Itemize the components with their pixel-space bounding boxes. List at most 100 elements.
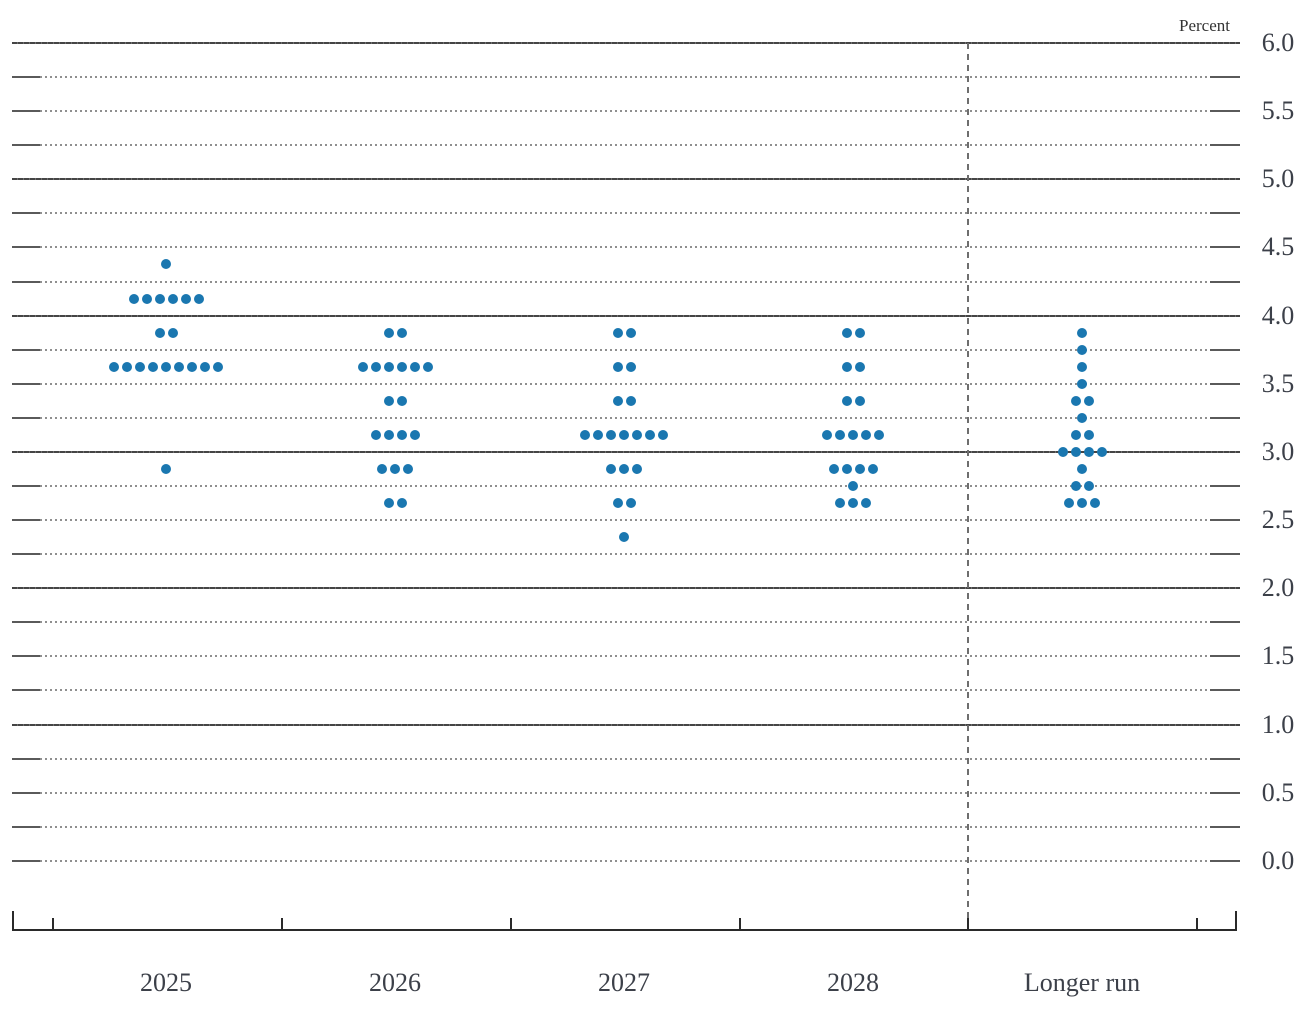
projection-dot xyxy=(632,429,642,440)
projection-dot xyxy=(867,463,878,474)
projection-dot xyxy=(1070,480,1081,491)
x-axis-tick xyxy=(1196,918,1198,931)
projection-dot xyxy=(874,429,884,440)
projection-dot xyxy=(854,327,865,338)
projection-dot xyxy=(383,327,394,338)
projection-dot xyxy=(593,429,603,440)
projection-dot xyxy=(396,429,407,440)
projection-dot xyxy=(848,480,858,491)
projection-dot xyxy=(625,327,636,338)
projection-dot xyxy=(383,498,394,508)
gridline-3.75 xyxy=(12,348,1240,351)
projection-dot xyxy=(828,463,839,474)
y-tick-label-6.0: 6.0 xyxy=(1261,28,1295,57)
projection-dot xyxy=(187,361,197,372)
projection-dot xyxy=(161,361,171,372)
y-tick-label-0.5: 0.5 xyxy=(1261,777,1295,807)
projection-dot xyxy=(122,361,132,372)
projection-dot xyxy=(854,395,865,406)
x-category-label-2025: 2025 xyxy=(140,968,192,997)
gridline-4.00 xyxy=(12,314,1240,317)
projection-dot xyxy=(109,361,119,372)
projection-dot xyxy=(861,498,871,508)
x-axis-tick xyxy=(510,918,512,931)
projection-dot xyxy=(154,327,165,338)
gridline-4.75 xyxy=(12,212,1240,215)
projection-dot xyxy=(1077,344,1087,355)
projection-dot xyxy=(606,429,616,440)
y-tick-label-3.5: 3.5 xyxy=(1261,368,1295,398)
projection-dot xyxy=(180,293,191,304)
gridline-5.75 xyxy=(12,76,1240,79)
y-tick-label-5.5: 5.5 xyxy=(1261,96,1295,126)
gridline-3.25 xyxy=(12,416,1240,419)
gridline-6.00 xyxy=(12,42,1240,44)
projection-dot xyxy=(396,498,407,508)
gridline-4.50 xyxy=(12,246,1240,249)
x-axis-tick xyxy=(967,918,969,931)
x-axis-tick xyxy=(281,918,283,931)
y-tick-label-4.0: 4.0 xyxy=(1261,300,1295,330)
projection-dot xyxy=(370,361,381,372)
y-axis-unit-label: Percent xyxy=(1179,16,1230,35)
projection-dot xyxy=(161,463,171,474)
gridline-2.00 xyxy=(12,587,1240,590)
projection-dot xyxy=(357,361,368,372)
gridline-0.25 xyxy=(12,825,1240,828)
projection-dot xyxy=(1077,463,1087,474)
projection-dot xyxy=(1077,412,1087,423)
projection-dot xyxy=(370,429,381,440)
projection-dot xyxy=(612,395,623,406)
projection-dot xyxy=(841,395,852,406)
projection-dot xyxy=(645,429,655,440)
projection-dot xyxy=(861,429,871,440)
projection-dot xyxy=(409,429,420,440)
x-category-label-longer-run: Longer run xyxy=(1023,968,1141,997)
projection-dot xyxy=(625,498,636,508)
gridline-5.50 xyxy=(12,110,1240,113)
projection-dot xyxy=(612,498,623,508)
projection-dot xyxy=(403,463,413,474)
y-tick-label-4.5: 4.5 xyxy=(1261,232,1295,262)
y-tick-label-1.5: 1.5 xyxy=(1261,641,1295,671)
projection-dot xyxy=(383,395,394,406)
projection-dot xyxy=(141,293,152,304)
projection-dot xyxy=(167,293,178,304)
projection-dot xyxy=(580,429,590,440)
projection-dot xyxy=(396,327,407,338)
gridline-5.00 xyxy=(12,178,1240,181)
projection-dot xyxy=(1077,327,1087,338)
y-tick-label-1.0: 1.0 xyxy=(1261,709,1295,739)
projection-dot xyxy=(1064,498,1074,508)
gridline-5.25 xyxy=(12,144,1240,147)
projection-dot xyxy=(658,429,668,440)
gridline-3.00 xyxy=(12,450,1240,453)
projection-dot xyxy=(383,361,394,372)
gridline-2.75 xyxy=(12,484,1240,487)
gridline-0.75 xyxy=(12,757,1240,760)
projection-dot xyxy=(1083,395,1094,406)
projection-dot xyxy=(390,463,400,474)
gridline-1.00 xyxy=(12,723,1240,726)
projection-dot xyxy=(213,361,223,372)
projection-dot xyxy=(396,361,407,372)
projection-dot xyxy=(841,361,852,372)
gridline-1.75 xyxy=(12,621,1240,624)
gridline-1.50 xyxy=(12,655,1240,658)
projection-dot xyxy=(612,361,623,372)
x-axis-endcap xyxy=(1235,911,1237,931)
y-tick-label-3.0: 3.0 xyxy=(1261,436,1295,466)
projection-dot xyxy=(619,429,629,440)
x-axis-tick xyxy=(52,918,54,931)
projection-dot xyxy=(619,463,629,474)
projection-dot xyxy=(822,429,832,440)
gridline-4.25 xyxy=(12,280,1240,283)
projection-dot xyxy=(167,327,178,338)
projection-dot xyxy=(377,463,387,474)
x-axis-line xyxy=(12,929,1237,931)
projection-dot xyxy=(625,395,636,406)
projection-dot xyxy=(625,361,636,372)
projection-dot xyxy=(606,463,616,474)
projection-dot xyxy=(154,293,165,304)
